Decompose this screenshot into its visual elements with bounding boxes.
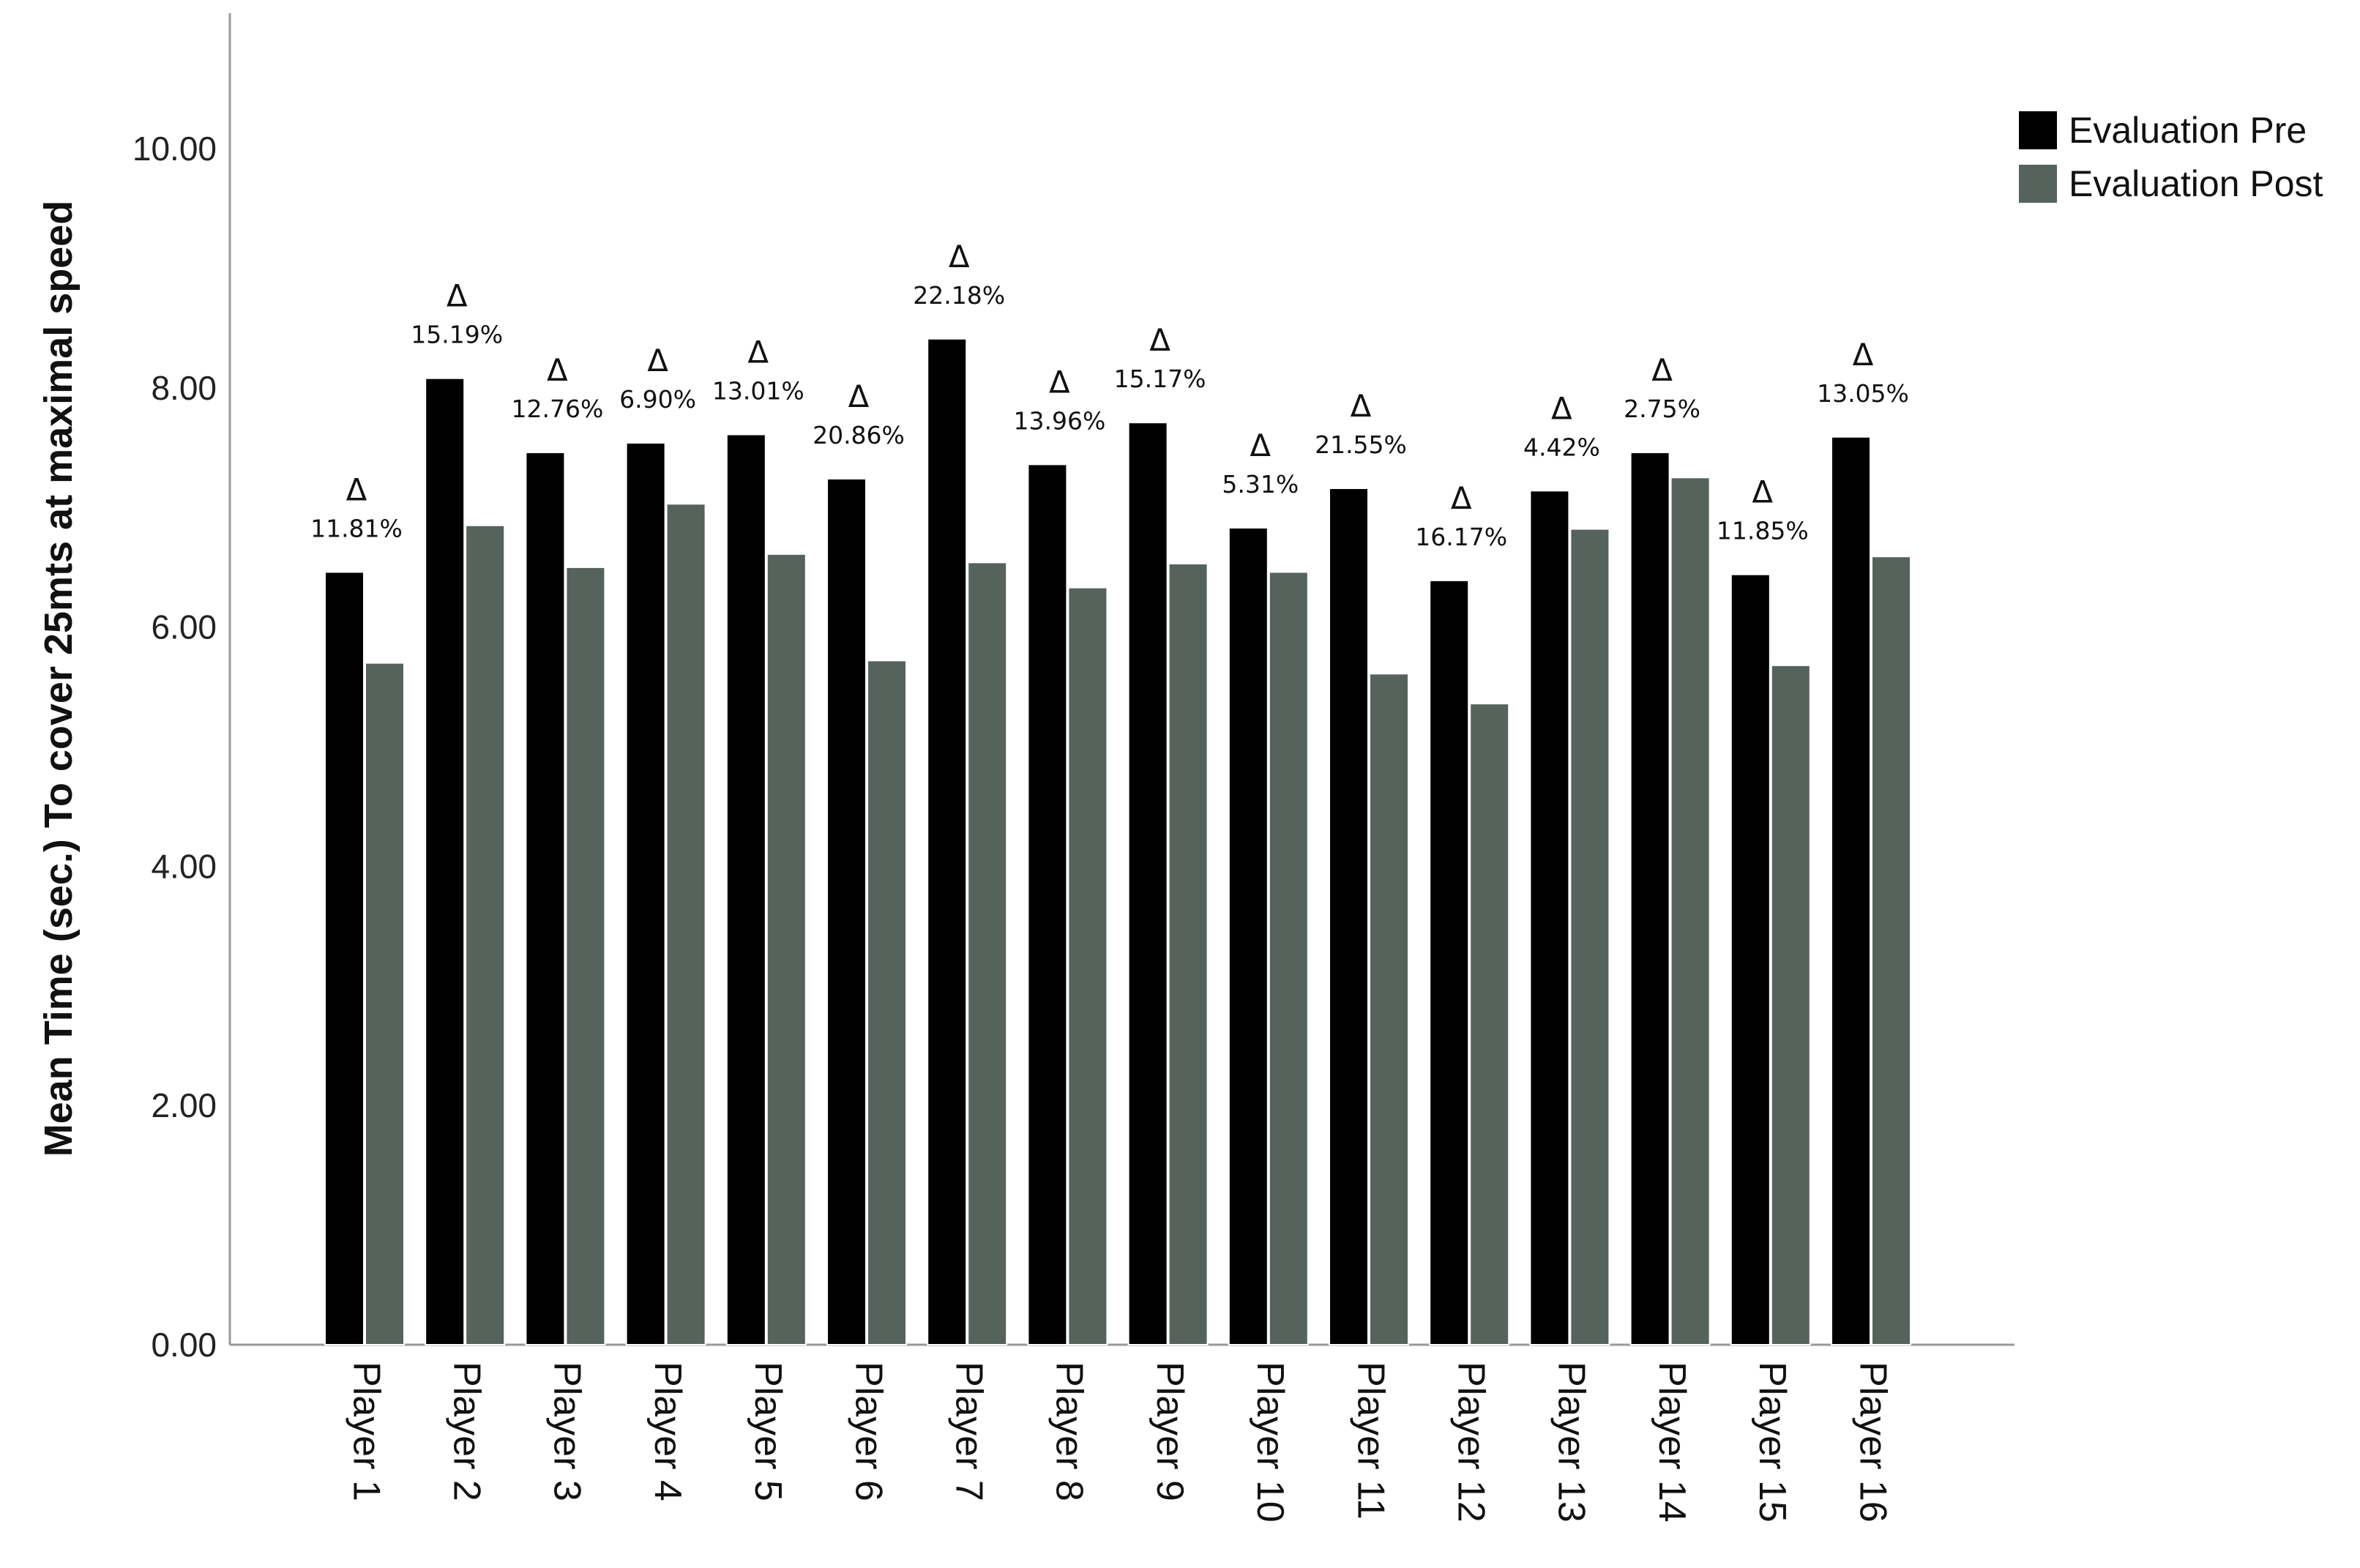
category-label: Player 16 xyxy=(1851,1362,1894,1523)
y-tick-label: 8.00 xyxy=(151,369,217,407)
bar-pre xyxy=(1629,452,1670,1345)
bar-pre xyxy=(1329,488,1369,1345)
delta-value-label: 13.01% xyxy=(712,377,804,406)
category-label: Player 5 xyxy=(747,1362,789,1501)
bar-pre xyxy=(525,452,566,1345)
bar-post xyxy=(766,553,807,1345)
category-label: Player 10 xyxy=(1249,1362,1291,1523)
y-tick-label: 4.00 xyxy=(151,847,217,885)
category-label: Player 13 xyxy=(1550,1362,1593,1523)
bar-post xyxy=(1369,673,1409,1345)
category-labels: Player 1 Player 2 Player 3 Player 4 Player 5… xyxy=(345,1362,1894,1523)
y-tick-labels: 0.00 2.00 4.00 6.00 8.00 10.00 xyxy=(132,130,217,1364)
y-tick-label: 0.00 xyxy=(151,1326,217,1364)
bar-post xyxy=(565,566,606,1345)
delta-symbol: Δ xyxy=(1250,428,1271,463)
delta-symbol: Δ xyxy=(1451,480,1472,516)
delta-value-label: 11.85% xyxy=(1717,517,1809,545)
delta-symbol: Δ xyxy=(1149,322,1170,358)
delta-symbol: Δ xyxy=(1351,388,1372,424)
legend-swatch xyxy=(2019,165,2057,203)
category-label: Player 8 xyxy=(1048,1362,1091,1501)
category-label: Player 14 xyxy=(1651,1362,1693,1523)
bar-post xyxy=(867,660,907,1345)
delta-value-label: 21.55% xyxy=(1315,430,1407,459)
delta-value-label: 15.17% xyxy=(1114,365,1206,393)
bar-post xyxy=(1670,477,1711,1345)
bar-post xyxy=(1469,703,1510,1345)
delta-value-label: 15.19% xyxy=(411,321,503,349)
legend: Evaluation Pre Evaluation Post xyxy=(2019,110,2323,204)
bar-post xyxy=(1067,586,1108,1345)
bar-pre xyxy=(1429,579,1470,1345)
bar-pre xyxy=(625,441,666,1345)
delta-symbol: Δ xyxy=(747,335,769,370)
bar-pre xyxy=(1529,490,1570,1345)
category-label: Player 3 xyxy=(546,1362,589,1501)
bar-pre xyxy=(324,571,365,1345)
bar-pre xyxy=(1228,526,1269,1345)
bar-post xyxy=(1569,528,1610,1345)
category-label: Player 12 xyxy=(1449,1362,1492,1523)
bar-post xyxy=(465,524,506,1346)
legend-swatch xyxy=(2019,111,2057,149)
category-label: Player 9 xyxy=(1149,1362,1191,1501)
category-label: Player 4 xyxy=(646,1362,689,1501)
delta-value-label: 6.90% xyxy=(619,385,696,414)
delta-value-label: 5.31% xyxy=(1222,470,1299,499)
bar-pre xyxy=(1127,422,1168,1345)
delta-symbol: Δ xyxy=(647,343,668,378)
bar-pre xyxy=(725,433,766,1345)
bar-post xyxy=(365,662,405,1345)
delta-value-label: 16.17% xyxy=(1415,523,1507,551)
delta-symbol: Δ xyxy=(1551,390,1572,426)
delta-symbol: Δ xyxy=(346,471,367,507)
delta-annotations: 11.81% Δ 15.19% Δ 12.76% Δ 6.90% Δ 13.01% Δ 20.86%… xyxy=(310,239,1909,551)
bar-pre xyxy=(927,337,968,1345)
category-label: Player 11 xyxy=(1349,1362,1392,1520)
category-label: Player 2 xyxy=(445,1362,488,1501)
bars xyxy=(324,337,1911,1346)
y-axis-label: Mean Time (sec.) To cover 25mts at maxim… xyxy=(37,201,81,1157)
y-tick-label: 10.00 xyxy=(132,130,217,168)
delta-symbol: Δ xyxy=(547,352,568,388)
delta-value-label: 12.76% xyxy=(511,395,603,423)
delta-symbol: Δ xyxy=(1853,337,1874,373)
delta-value-label: 11.81% xyxy=(310,514,403,542)
y-tick-label: 6.00 xyxy=(151,608,217,646)
bar-post xyxy=(1871,556,1911,1345)
category-label: Player 15 xyxy=(1751,1362,1793,1523)
bar-post xyxy=(1168,562,1209,1345)
bar-pre xyxy=(425,377,466,1345)
category-label: Player 1 xyxy=(345,1362,387,1501)
bar-post xyxy=(967,561,1008,1345)
delta-symbol: Δ xyxy=(1049,364,1070,400)
y-tick-label: 2.00 xyxy=(151,1086,217,1124)
category-label: Player 7 xyxy=(947,1362,990,1501)
bar-pre xyxy=(1730,573,1771,1345)
delta-value-label: 4.42% xyxy=(1523,433,1600,461)
category-label: Player 6 xyxy=(847,1362,889,1501)
bar-pre xyxy=(826,477,867,1345)
delta-symbol: Δ xyxy=(447,278,468,314)
bar-post xyxy=(665,503,706,1345)
legend-label: Evaluation Post xyxy=(2069,163,2323,204)
delta-value-label: 2.75% xyxy=(1624,395,1700,423)
delta-symbol: Δ xyxy=(1752,474,1773,510)
bar-pre xyxy=(1027,463,1068,1345)
delta-symbol: Δ xyxy=(949,239,970,275)
delta-value-label: 20.86% xyxy=(813,421,905,449)
bar-pre xyxy=(1831,436,1871,1346)
delta-symbol: Δ xyxy=(1651,352,1673,388)
legend-label: Evaluation Pre xyxy=(2069,110,2307,151)
delta-value-label: 13.05% xyxy=(1817,379,1909,408)
bar-post xyxy=(1770,664,1811,1345)
delta-symbol: Δ xyxy=(848,378,870,414)
delta-value-label: 22.18% xyxy=(913,281,1005,310)
bar-post xyxy=(1268,571,1309,1345)
delta-value-label: 13.96% xyxy=(1013,406,1105,435)
